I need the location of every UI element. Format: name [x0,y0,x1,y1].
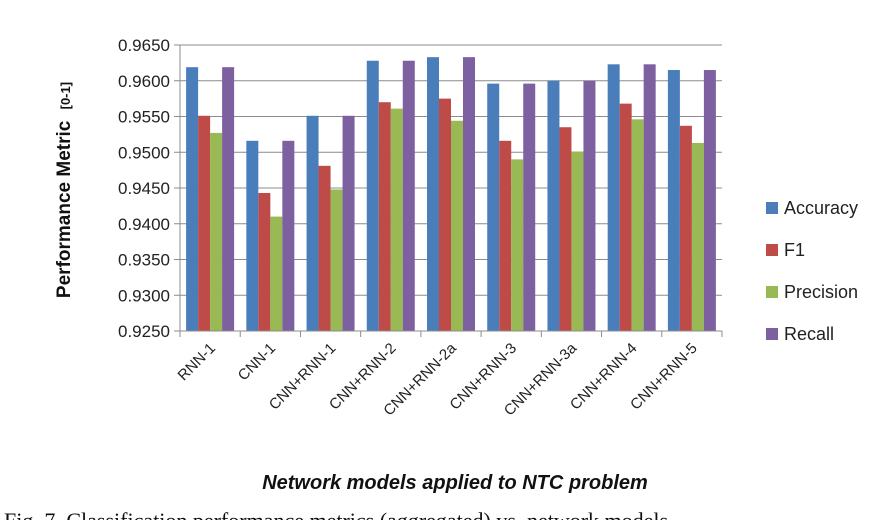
y-tick-label: 0.9400 [118,215,170,234]
bar-accuracy-cnn-rnn-2 [366,60,379,331]
bar-recall-cnn-rnn-1 [342,115,355,331]
y-tick-labels: 0.9650 0.9600 0.9550 0.9500 0.9450 0.9400 0.93… [118,36,170,341]
y-tick-label: 0.9250 [118,322,170,341]
bar-precision-cnn-rnn-5 [691,142,704,331]
bar-precision-rnn-1 [210,132,223,331]
bar-recall-rnn-1 [222,67,235,331]
bar-accuracy-cnn-rnn-2a [427,57,439,331]
y-tick-label: 0.9450 [118,179,170,198]
bar-recall-cnn-rnn-3 [523,83,536,331]
bar-accuracy-cnn-rnn-3 [487,83,500,331]
bar-recall-cnn-rnn-4 [643,64,656,332]
y-tick-label: 0.9600 [118,72,170,91]
bar-accuracy-rnn-1 [186,67,199,331]
y-tick-label: 0.9550 [118,108,170,127]
bar-f1-cnn-1 [258,193,271,331]
svg-text:Performance Metric [0-1]: Performance Metric [0-1] [54,82,75,298]
bar-recall-cnn-rnn-2a [463,57,475,331]
bar-accuracy-cnn-rnn-4 [607,64,620,332]
bar-precision-cnn-rnn-2a [451,120,463,331]
bar-f1-cnn-rnn-1 [318,165,331,331]
bar-f1-cnn-rnn-2 [378,102,391,331]
y-tick-label: 0.9500 [118,143,170,162]
bar-f1-cnn-rnn-2a [439,98,451,331]
bar-accuracy-cnn-1 [246,140,259,331]
y-tick-label: 0.9650 [118,36,170,55]
bar-recall-cnn-1 [282,140,295,331]
bar-f1-cnn-rnn-4 [619,103,632,331]
bar-recall-cnn-rnn-3a [583,80,596,331]
x-tick-labels: RNN-1 CNN-1CNN+RNN-1CNN+RNN-2CNN+RNN-2aCN… [175,339,701,419]
bar-precision-cnn-rnn-4 [631,119,644,331]
bars [186,57,716,332]
x-tick-label: RNN-1 [175,340,219,384]
bar-f1-rnn-1 [198,115,211,331]
x-tick-label: CNN-1 [235,340,279,384]
bar-accuracy-cnn-rnn-5 [667,70,680,332]
legend-swatch-f1 [766,244,778,256]
legend-swatch-precision [766,286,778,298]
x-axis-label: Network models applied to NTC problem [262,472,648,494]
bar-f1-cnn-rnn-3 [499,140,512,331]
y-axis-unit: [0-1] [58,82,73,109]
y-axis-title: Performance Metric [0-1] [54,82,75,298]
bar-precision-cnn-rnn-3a [571,151,584,331]
bar-precision-cnn-rnn-2 [390,108,403,331]
bar-accuracy-cnn-rnn-1 [306,115,319,331]
bar-precision-cnn-rnn-3 [511,159,524,331]
bar-recall-cnn-rnn-2 [402,60,415,331]
legend-swatch-accuracy [766,202,778,214]
legend-swatch-recall [766,328,778,340]
legend-label-recall: Recall [784,324,834,344]
bar-precision-cnn-1 [270,216,283,331]
figure-caption: Fig. 7. Classification performance metri… [4,508,674,520]
legend: Accuracy F1 Precision Recall [766,198,858,344]
legend-label-accuracy: Accuracy [784,198,858,218]
legend-label-precision: Precision [784,282,858,302]
axes [179,45,723,337]
y-tick-label: 0.9350 [118,251,170,270]
bar-precision-cnn-rnn-1 [330,189,343,331]
bar-accuracy-cnn-rnn-3a [547,80,560,331]
bar-f1-cnn-rnn-3a [559,127,572,331]
bar-f1-cnn-rnn-5 [679,125,692,331]
bar-recall-cnn-rnn-5 [703,70,716,332]
y-axis-label: Performance Metric [54,120,75,298]
legend-label-f1: F1 [784,240,805,260]
y-tick-label: 0.9300 [118,286,170,305]
